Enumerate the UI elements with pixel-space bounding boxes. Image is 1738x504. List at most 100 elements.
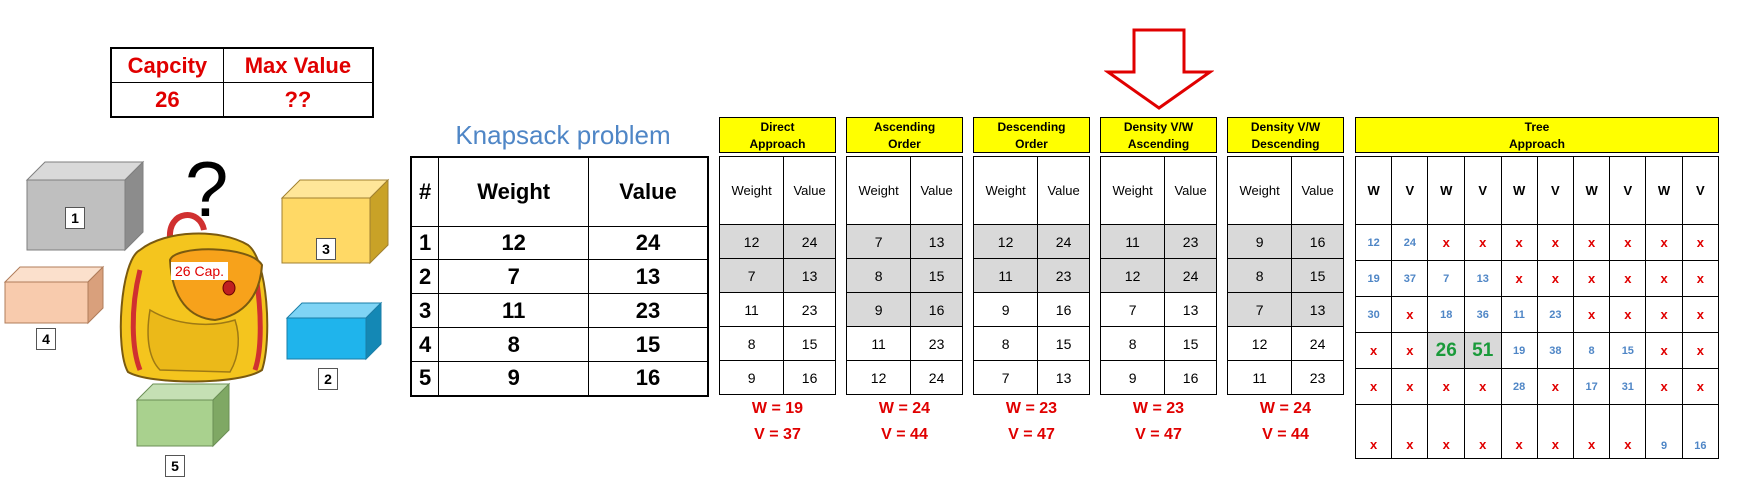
row-weight: 11 bbox=[718, 292, 785, 327]
box-1 bbox=[25, 160, 145, 252]
row-weight: 12 bbox=[972, 224, 1039, 259]
total-weight: W = 23 bbox=[1132, 400, 1185, 417]
tree-cell: x bbox=[1536, 404, 1574, 459]
table-row: 7 13 bbox=[1099, 292, 1217, 327]
row-weight: 7 bbox=[718, 258, 785, 293]
knapsack-header-weight: Weight bbox=[438, 156, 590, 227]
table-row: 9 16 bbox=[972, 292, 1090, 327]
tree-cell: 23 bbox=[1536, 296, 1574, 333]
tree-table: W V W V W V W V W V 12 24 x x x x x x x x 19 37 7 13 x x x x x x 30 x 18… bbox=[1354, 156, 1720, 459]
tree-cell: 7 bbox=[1427, 260, 1465, 297]
row-value: 23 bbox=[783, 292, 836, 327]
tree-cell: x bbox=[1645, 332, 1683, 369]
approach-title-line1: Ascending bbox=[873, 120, 936, 134]
total-value: V = 47 bbox=[1008, 426, 1055, 443]
tree-cell: x bbox=[1391, 368, 1429, 405]
tree-cell: x bbox=[1572, 260, 1611, 297]
tree-title: Tree Approach bbox=[1355, 117, 1719, 153]
max-value-header: Max Value bbox=[222, 47, 374, 83]
backpack-illustration bbox=[3, 160, 390, 448]
tree-cell: x bbox=[1645, 260, 1683, 297]
approach-title-line1: Direct bbox=[760, 120, 795, 134]
tree-cell: 37 bbox=[1391, 260, 1429, 297]
table-row: 12 24 bbox=[972, 224, 1090, 259]
approach-title: Descending Order bbox=[973, 117, 1090, 153]
capacity-value: 26 bbox=[110, 82, 224, 118]
tree-cell: x bbox=[1609, 296, 1647, 333]
approach-title-line2: Order bbox=[1015, 137, 1048, 151]
table-row: 9 16 bbox=[1099, 360, 1217, 395]
tree-cell: 19 bbox=[1500, 332, 1538, 369]
row-value: 23 bbox=[1164, 224, 1217, 259]
tree-cell: x bbox=[1536, 368, 1574, 405]
row-weight: 11 bbox=[845, 326, 912, 361]
row-value: 23 bbox=[910, 326, 963, 361]
table-row: 30 x 18 36 11 23 x x x x bbox=[1354, 296, 1720, 333]
item-weight: 9 bbox=[438, 360, 590, 397]
row-value: 24 bbox=[1037, 224, 1090, 259]
weight-header: Weight bbox=[972, 156, 1039, 225]
tree-cell: 51 bbox=[1463, 332, 1502, 369]
tree-cell: x bbox=[1536, 224, 1574, 261]
tree-cell: x bbox=[1681, 260, 1720, 297]
tree-header: V bbox=[1536, 156, 1574, 225]
tree-cell: x bbox=[1391, 332, 1429, 369]
row-value: 15 bbox=[783, 326, 836, 361]
down-arrow-icon bbox=[1104, 28, 1214, 110]
tree-cell: x bbox=[1681, 332, 1720, 369]
approach-title-line2: Approach bbox=[749, 137, 806, 151]
tree-cell: x bbox=[1609, 260, 1647, 297]
tree-cell: x bbox=[1645, 368, 1683, 405]
tree-cell: x bbox=[1391, 296, 1429, 333]
tree-cell: x bbox=[1645, 296, 1683, 333]
tree-cell: x bbox=[1427, 368, 1465, 405]
item-index: 5 bbox=[410, 360, 440, 397]
item-weight: 7 bbox=[438, 259, 590, 295]
table-row: 7 13 bbox=[972, 360, 1090, 395]
value-header: Value bbox=[1291, 156, 1344, 225]
knapsack-table: # Weight Value 1 12 24 2 7 13 3 11 23 4 … bbox=[410, 156, 709, 397]
approach-title: Density V/W Ascending bbox=[1100, 117, 1217, 153]
row-weight: 7 bbox=[845, 224, 912, 259]
tree-cell: 17 bbox=[1572, 368, 1611, 405]
tree-cell: x bbox=[1572, 296, 1611, 333]
tree-header: W bbox=[1500, 156, 1538, 225]
tree-cell: 8 bbox=[1572, 332, 1611, 369]
item-weight: 11 bbox=[438, 293, 590, 329]
box-3 bbox=[280, 178, 390, 265]
row-value: 23 bbox=[1291, 360, 1344, 395]
row-value: 24 bbox=[783, 224, 836, 259]
row-value: 16 bbox=[1291, 224, 1344, 259]
row-weight: 7 bbox=[1099, 292, 1166, 327]
tree-cell: x bbox=[1463, 368, 1502, 405]
table-row: 12 24 bbox=[718, 224, 836, 259]
tree-header: W bbox=[1427, 156, 1465, 225]
knapsack-header-value: Value bbox=[588, 156, 709, 227]
row-value: 16 bbox=[1164, 360, 1217, 395]
value-header: Value bbox=[910, 156, 963, 225]
tree-cell: x bbox=[1427, 224, 1465, 261]
box-2-label: 2 bbox=[318, 368, 338, 390]
item-value: 24 bbox=[588, 225, 709, 261]
tree-cell: x bbox=[1609, 404, 1647, 459]
approach-table: Weight Value 7 13 8 15 9 16 11 23 12 24 bbox=[845, 156, 963, 395]
table-row: 4 8 15 bbox=[410, 327, 709, 362]
tree-cell: 26 bbox=[1427, 332, 1465, 369]
tree-cell: 31 bbox=[1609, 368, 1647, 405]
approach-table: Weight Value 12 24 7 13 11 23 8 15 9 16 bbox=[718, 156, 836, 395]
tree-cell: x bbox=[1572, 404, 1611, 459]
knapsack-title: Knapsack problem bbox=[455, 120, 671, 150]
tree-cell: 28 bbox=[1500, 368, 1538, 405]
tree-cell: 15 bbox=[1609, 332, 1647, 369]
table-row: 12 24 bbox=[845, 360, 963, 395]
tree-header: W bbox=[1572, 156, 1611, 225]
row-value: 16 bbox=[1037, 292, 1090, 327]
total-value: V = 47 bbox=[1135, 426, 1182, 443]
tree-header: V bbox=[1391, 156, 1429, 225]
table-row: 12 24 bbox=[1226, 326, 1344, 361]
approach-table: Weight Value 11 23 12 24 7 13 8 15 9 16 bbox=[1099, 156, 1217, 395]
total-weight: W = 23 bbox=[1005, 400, 1058, 417]
tree-cell: x bbox=[1681, 224, 1720, 261]
table-row: 9 16 bbox=[845, 292, 963, 327]
row-weight: 12 bbox=[1099, 258, 1166, 293]
